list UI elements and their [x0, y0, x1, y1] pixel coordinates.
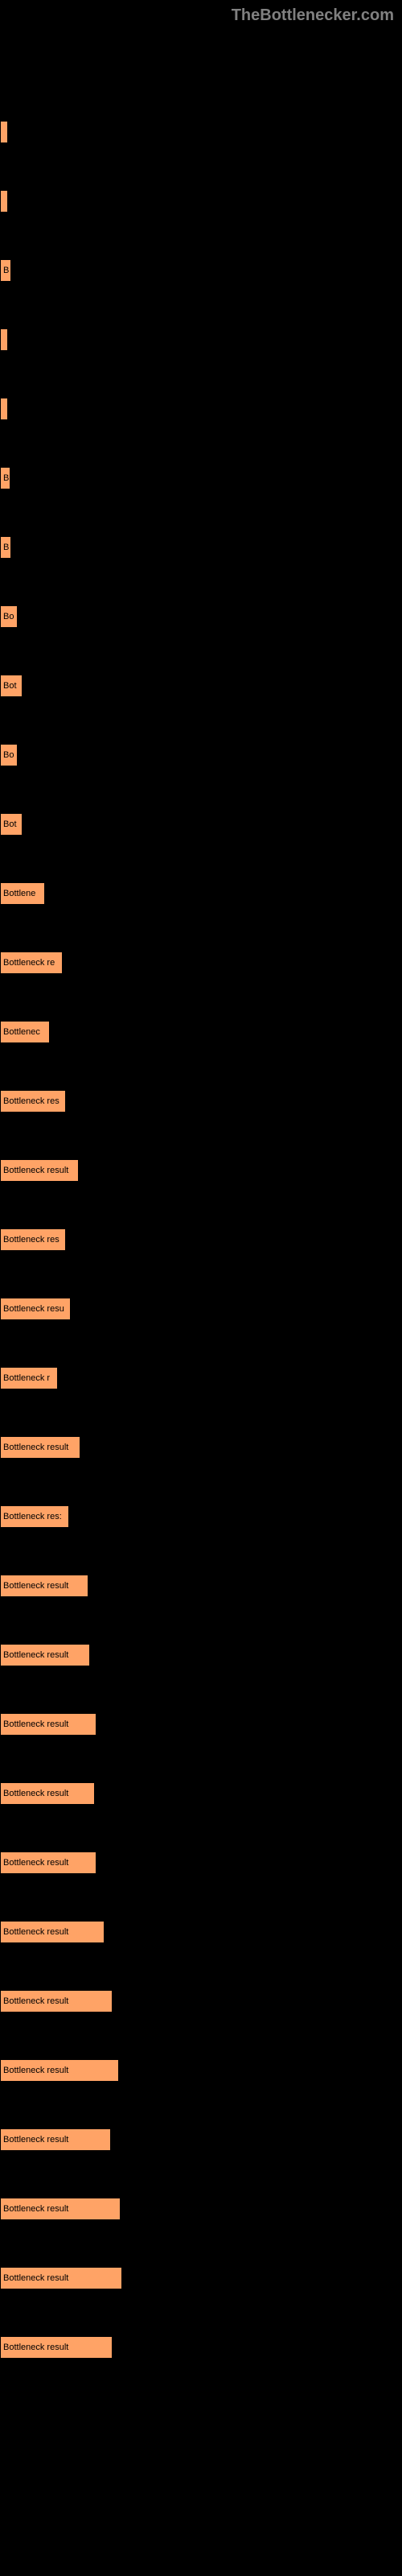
- bar-label: Bottleneck res: [3, 1096, 59, 1106]
- chart-bar: Bottleneck result: [0, 2198, 121, 2220]
- bar-label: Bottleneck resu: [3, 1304, 64, 1314]
- bar-row: Bot: [0, 813, 402, 836]
- bar-label: B: [3, 473, 9, 483]
- bar-label: Bottleneck result: [3, 1443, 68, 1452]
- bar-label: Bottleneck res: [3, 1235, 59, 1245]
- chart-bar: Bottleneck result: [0, 2336, 113, 2359]
- chart-bar: Bottleneck result: [0, 2267, 122, 2289]
- chart-bar: Bot: [0, 813, 23, 836]
- bar-row: Bottleneck result: [0, 2336, 402, 2359]
- bar-row: Bottleneck result: [0, 1575, 402, 1597]
- bar-row: Bottleneck result: [0, 1159, 402, 1182]
- chart-bar: [0, 328, 8, 351]
- bar-row: Bottleneck re: [0, 952, 402, 974]
- bar-row: Bottleneck res: [0, 1228, 402, 1251]
- bar-row: Bottleneck result: [0, 2198, 402, 2220]
- bar-label: Bottleneck result: [3, 2066, 68, 2075]
- bar-row: Bottleneck result: [0, 1436, 402, 1459]
- bar-label: Bo: [3, 612, 14, 621]
- bar-row: Bottleneck result: [0, 1990, 402, 2013]
- chart-bar: [0, 190, 8, 213]
- bar-row: [0, 328, 402, 351]
- bar-row: Bo: [0, 744, 402, 766]
- bar-row: Bottleneck result: [0, 1782, 402, 1805]
- chart-bar: B: [0, 259, 11, 282]
- bar-row: [0, 190, 402, 213]
- chart-bar: Bottleneck result: [0, 1852, 96, 1874]
- bar-row: Bottleneck result: [0, 1852, 402, 1874]
- bar-label: B: [3, 266, 9, 275]
- bar-row: [0, 121, 402, 143]
- chart-container: B B B Bo Bot Bo Bot Bottlene Bottleneck re Bottle…: [0, 0, 402, 2446]
- chart-bar: Bottleneck result: [0, 1782, 95, 1805]
- chart-bar: B: [0, 536, 11, 559]
- bar-label: Bo: [3, 750, 14, 760]
- bar-row: Bottleneck result: [0, 1713, 402, 1736]
- chart-bar: Bottleneck result: [0, 2128, 111, 2151]
- bar-row: Bottlene: [0, 882, 402, 905]
- bar-label: Bottleneck result: [3, 1650, 68, 1660]
- chart-bar: Bottleneck r: [0, 1367, 58, 1389]
- bar-row: B: [0, 536, 402, 559]
- chart-bar: Bottleneck res:: [0, 1505, 69, 1528]
- bar-label: Bottlene: [3, 889, 35, 898]
- bar-label: B: [3, 543, 9, 552]
- chart-bar: Bottleneck re: [0, 952, 63, 974]
- bar-label: Bottleneck r: [3, 1373, 50, 1383]
- bar-label: Bottlenec: [3, 1027, 40, 1037]
- chart-bar: Bottleneck res: [0, 1090, 66, 1113]
- bar-label: Bottleneck result: [3, 1996, 68, 2006]
- bar-label: Bot: [3, 819, 17, 829]
- bar-label: Bottleneck result: [3, 1927, 68, 1937]
- bar-label: Bottleneck re: [3, 958, 55, 968]
- chart-bar: B: [0, 467, 10, 489]
- bar-row: Bottleneck result: [0, 2267, 402, 2289]
- bar-row: Bottleneck r: [0, 1367, 402, 1389]
- chart-bar: [0, 398, 8, 420]
- bar-row: Bottleneck resu: [0, 1298, 402, 1320]
- chart-bar: Bottlene: [0, 882, 45, 905]
- chart-bar: Bottlenec: [0, 1021, 50, 1043]
- bar-row: Bottleneck result: [0, 2059, 402, 2082]
- chart-bar: Bottleneck result: [0, 1713, 96, 1736]
- chart-bar: Bottleneck result: [0, 1575, 88, 1597]
- bar-label: Bottleneck result: [3, 1789, 68, 1798]
- bar-label: Bot: [3, 681, 17, 691]
- bar-row: B: [0, 467, 402, 489]
- chart-bar: Bottleneck result: [0, 2059, 119, 2082]
- chart-bar: Bo: [0, 605, 18, 628]
- bar-label: Bottleneck result: [3, 2135, 68, 2145]
- chart-bar: Bot: [0, 675, 23, 697]
- chart-bar: Bottleneck result: [0, 1644, 90, 1666]
- bar-row: Bo: [0, 605, 402, 628]
- bar-row: Bottleneck res: [0, 1090, 402, 1113]
- bar-row: Bottleneck result: [0, 1644, 402, 1666]
- bar-label: Bottleneck result: [3, 1581, 68, 1591]
- chart-bar: [0, 121, 8, 143]
- bar-row: Bottlenec: [0, 1021, 402, 1043]
- chart-bar: Bottleneck result: [0, 1990, 113, 2013]
- bar-label: Bottleneck result: [3, 1719, 68, 1729]
- bar-label: Bottleneck result: [3, 2273, 68, 2283]
- watermark-text: TheBottlenecker.com: [232, 6, 394, 25]
- bar-row: Bot: [0, 675, 402, 697]
- chart-bar: Bottleneck result: [0, 1159, 79, 1182]
- chart-bar: Bottleneck result: [0, 1436, 80, 1459]
- bar-row: [0, 398, 402, 420]
- chart-bar: Bottleneck result: [0, 1921, 105, 1943]
- bar-row: Bottleneck result: [0, 1921, 402, 1943]
- chart-bar: Bottleneck resu: [0, 1298, 71, 1320]
- bar-row: Bottleneck res:: [0, 1505, 402, 1528]
- bar-label: Bottleneck result: [3, 2343, 68, 2352]
- chart-bar: Bottleneck res: [0, 1228, 66, 1251]
- bar-label: Bottleneck result: [3, 1166, 68, 1175]
- bar-label: Bottleneck result: [3, 1858, 68, 1868]
- bar-row: Bottleneck result: [0, 2128, 402, 2151]
- bar-label: Bottleneck result: [3, 2204, 68, 2214]
- chart-bar: Bo: [0, 744, 18, 766]
- bar-row: B: [0, 259, 402, 282]
- bar-label: Bottleneck res:: [3, 1512, 62, 1521]
